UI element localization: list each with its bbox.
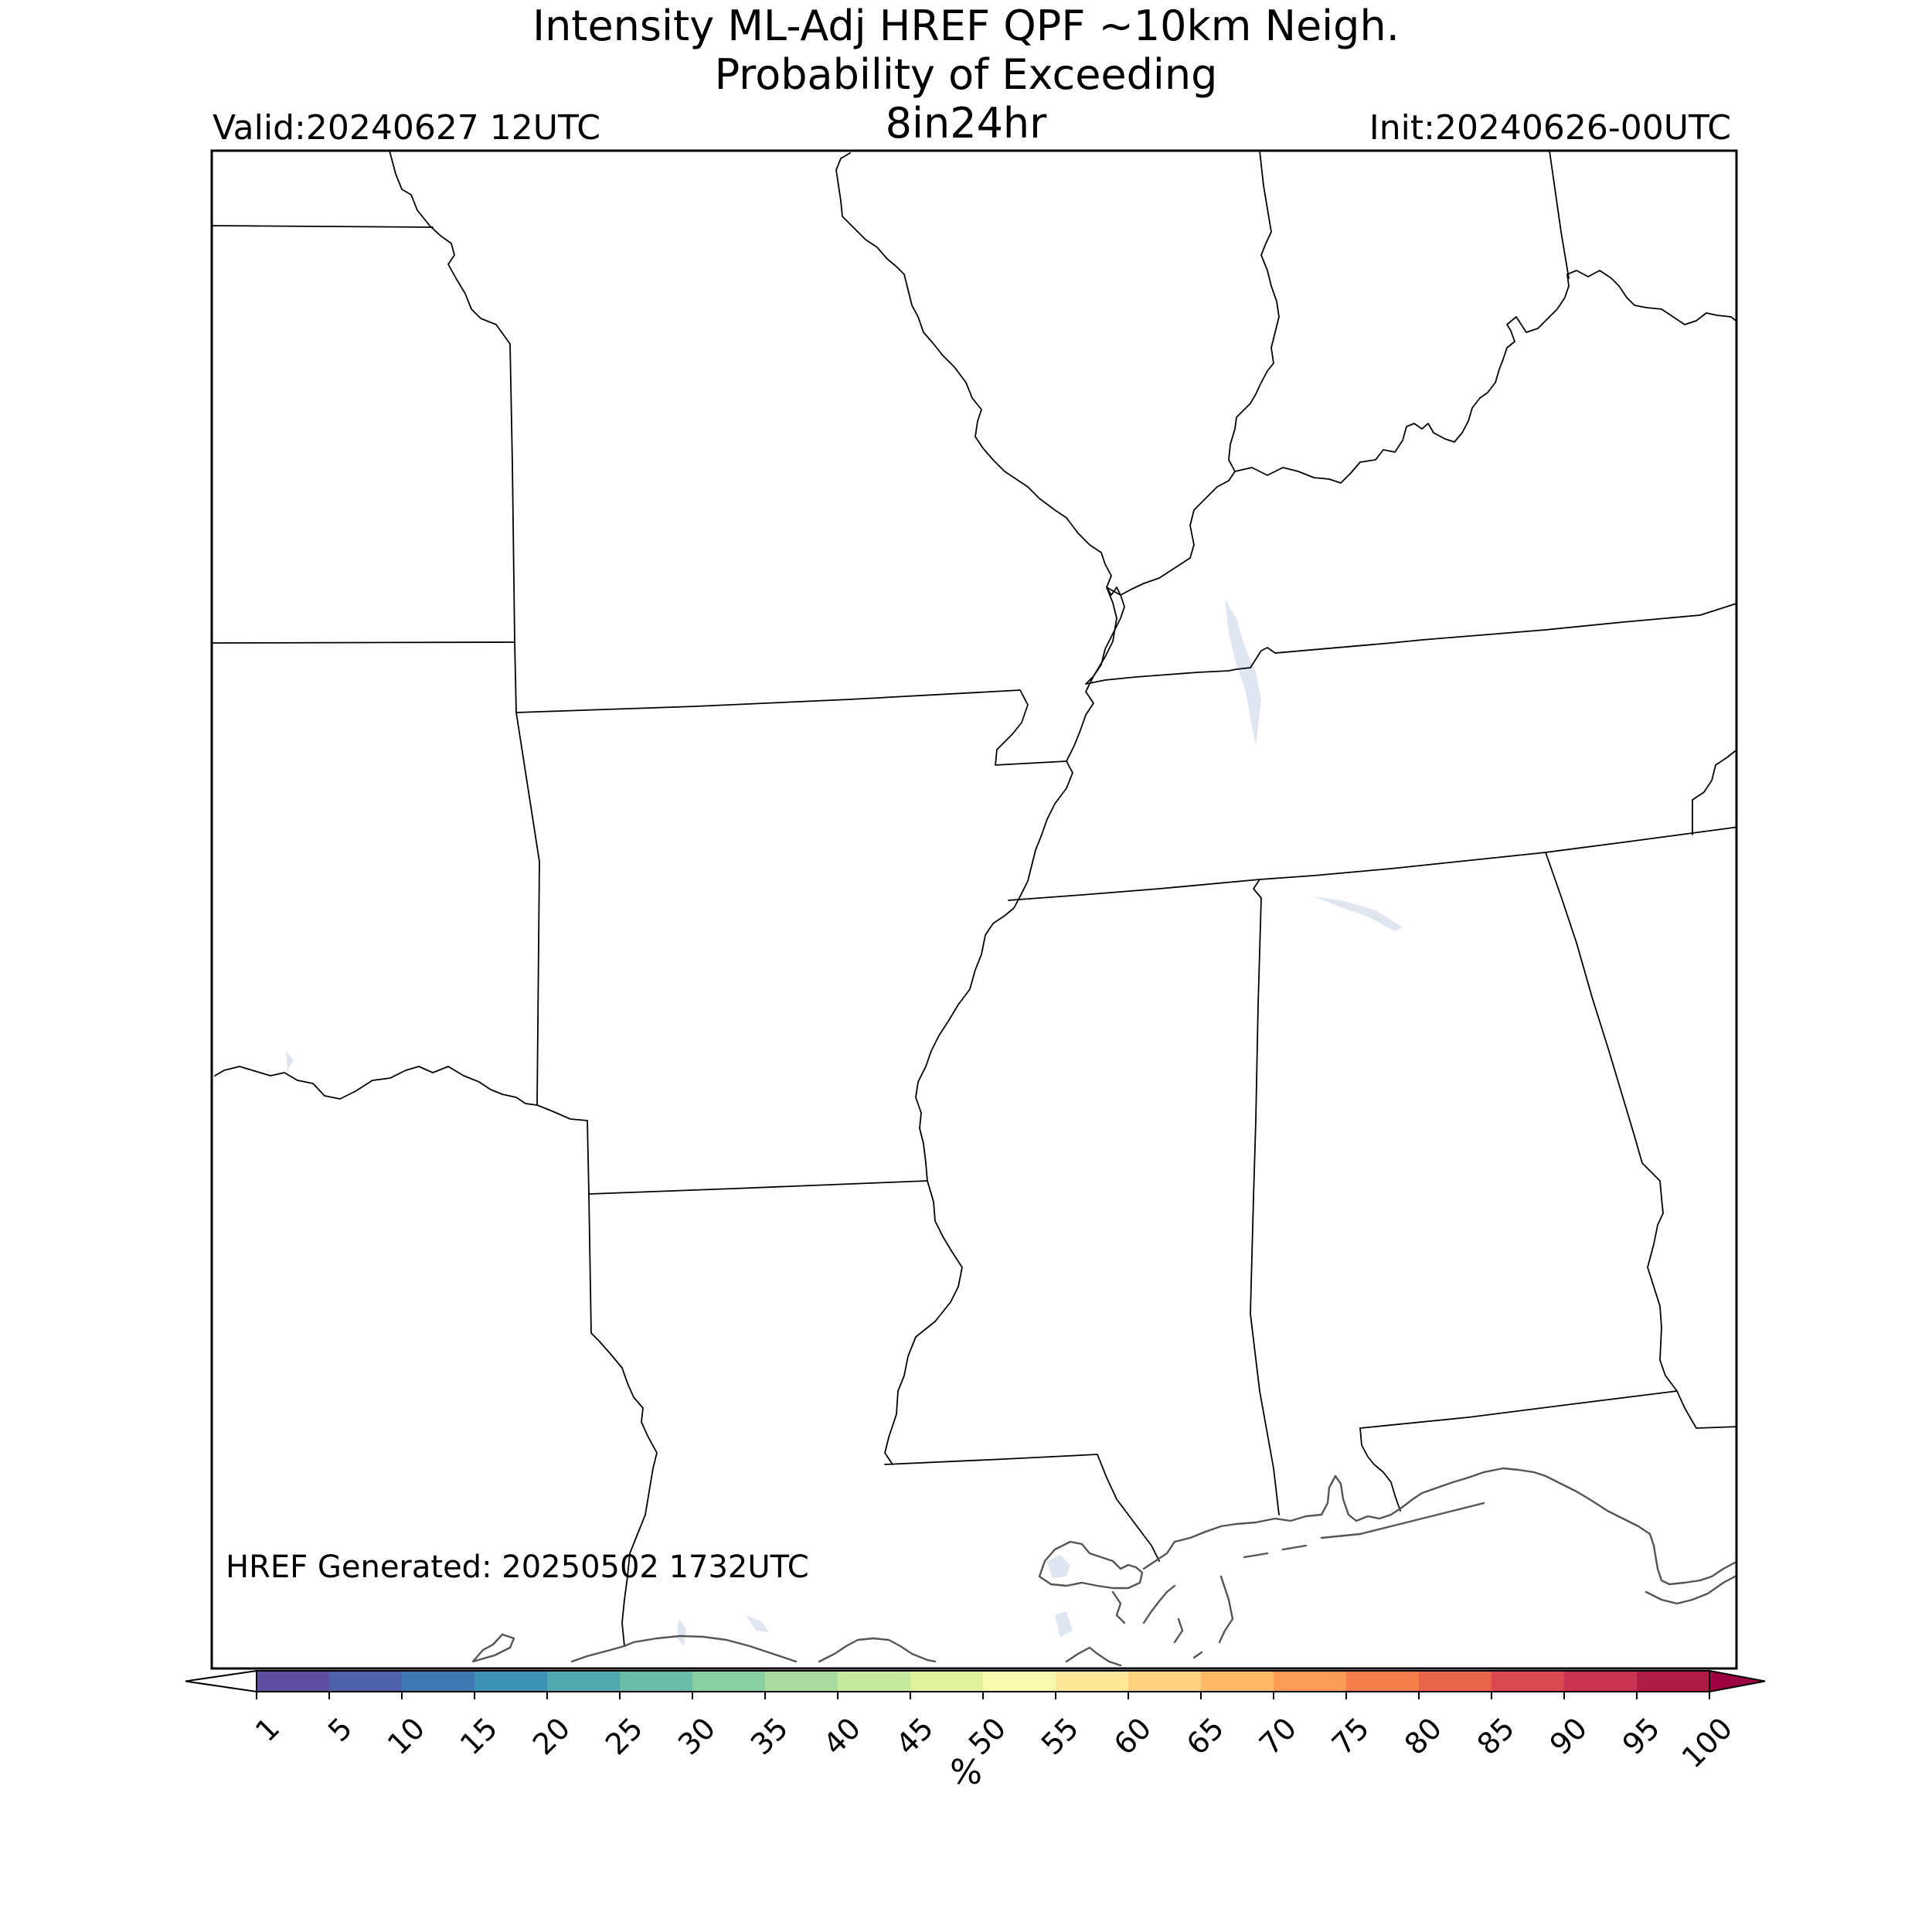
alabama-georgia-border bbox=[1545, 852, 1736, 1429]
colorbar-segment bbox=[329, 1671, 403, 1692]
map-frame bbox=[210, 149, 1738, 1670]
colorbar-segment bbox=[402, 1671, 475, 1692]
valid-time-label: Valid:20240627 12UTC bbox=[213, 108, 601, 148]
colorbar-segment bbox=[547, 1671, 621, 1692]
red-river-texas-oklahoma bbox=[214, 1066, 588, 1121]
missouri-kansas-border bbox=[509, 343, 517, 713]
colorbar-segment bbox=[765, 1671, 838, 1692]
indiana-ohio-border bbox=[1549, 151, 1570, 279]
louisiana-mississippi-southern bbox=[884, 1454, 1160, 1562]
water-features bbox=[286, 599, 1403, 1646]
tennessee-north-carolina-border bbox=[1692, 750, 1736, 835]
colorbar-unit-label: % bbox=[950, 1753, 982, 1792]
oklahoma-arkansas-border bbox=[515, 712, 540, 1106]
colorbar-segment bbox=[1419, 1671, 1492, 1692]
colorbar-segment bbox=[620, 1671, 693, 1692]
colorbar-segment bbox=[1492, 1671, 1565, 1692]
mississippi-river-east-arkansas bbox=[915, 587, 1125, 1182]
init-time-label: Init:20240626-00UTC bbox=[1369, 108, 1731, 148]
colorbar-segment bbox=[1056, 1671, 1129, 1692]
missouri-arkansas-border bbox=[515, 689, 1067, 766]
ohio-river-upper bbox=[1106, 151, 1280, 596]
texas-louisiana-sabine bbox=[588, 1193, 658, 1647]
mississippi-alabama-border bbox=[1250, 879, 1280, 1515]
illinois-missouri-river bbox=[835, 152, 1112, 588]
colorbar-segments bbox=[257, 1671, 1710, 1692]
illinois-kentucky-ohio-river bbox=[1085, 587, 1237, 685]
texas-arkansas-border bbox=[587, 1120, 590, 1195]
nebraska-kansas-border bbox=[212, 225, 434, 228]
chart-title-line2: Probability of Exceeding bbox=[714, 50, 1218, 99]
colorbar-under-arrow bbox=[185, 1669, 257, 1693]
gulf-coastline bbox=[471, 1467, 1736, 1667]
colorbar-segment bbox=[838, 1671, 911, 1692]
colorbar-segment bbox=[1346, 1671, 1420, 1692]
alabama-florida-border bbox=[1359, 1390, 1678, 1429]
colorbar-segment bbox=[1637, 1671, 1710, 1692]
colorbar-segment bbox=[910, 1671, 984, 1692]
tennessee-mississippi-border bbox=[1008, 826, 1736, 901]
missouri-river-border bbox=[389, 151, 511, 345]
colorbar-segment bbox=[692, 1671, 766, 1692]
generated-timestamp: HREF Generated: 20250502 1732UTC bbox=[226, 1549, 809, 1585]
arkansas-louisiana-border bbox=[588, 1180, 928, 1195]
colorbar-segment bbox=[1201, 1671, 1274, 1692]
colorbar-tick-label: 1 bbox=[249, 1711, 286, 1748]
colorbar-tick-label: 5 bbox=[321, 1711, 359, 1748]
mobile-bay-border bbox=[1359, 1427, 1401, 1512]
colorbar-segment bbox=[1564, 1671, 1638, 1692]
colorbar-segment bbox=[1128, 1671, 1202, 1692]
colorbar-segment bbox=[257, 1671, 330, 1692]
colorbar-segment bbox=[474, 1671, 548, 1692]
state-borders bbox=[212, 151, 1736, 1647]
kansas-oklahoma-border bbox=[212, 641, 515, 644]
tennessee-kentucky-border bbox=[1236, 603, 1736, 670]
chart-title-line1: Intensity ML-Adj HREF QPF ~10km Neigh. bbox=[532, 2, 1400, 50]
colorbar-segment bbox=[983, 1671, 1056, 1692]
indiana-kentucky-ohio-river bbox=[1234, 270, 1736, 484]
chart-title-threshold: 8in24hr bbox=[885, 99, 1047, 148]
colorbar-over-arrow bbox=[1709, 1669, 1766, 1693]
colorbar-segment bbox=[1274, 1671, 1347, 1692]
mississippi-river-west bbox=[884, 1180, 963, 1465]
